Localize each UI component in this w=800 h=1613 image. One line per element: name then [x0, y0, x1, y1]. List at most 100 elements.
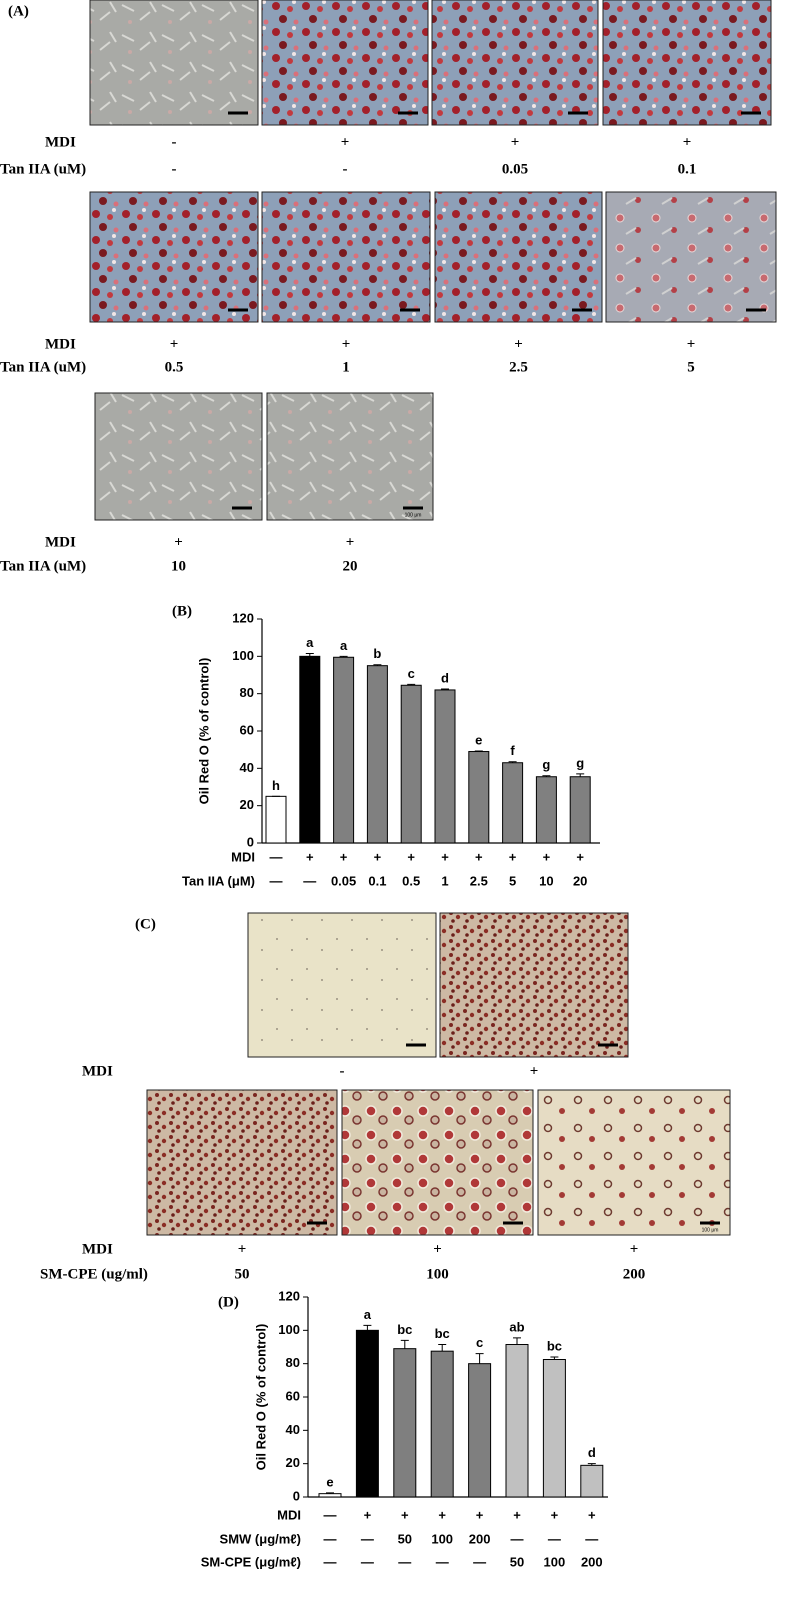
- error-bar: [587, 1463, 596, 1466]
- error-bar: [326, 1492, 334, 1494]
- row-label: MDI: [45, 134, 76, 150]
- row-value: 0.5: [402, 873, 420, 888]
- y-tick-label: 100: [232, 648, 254, 663]
- bar: [265, 795, 287, 844]
- y-axis-label: Oil Red O (% of control): [196, 658, 211, 805]
- y-tick-label: 40: [286, 1422, 300, 1437]
- row-label: SMW (μg/mℓ): [220, 1531, 301, 1546]
- row-value: +: [543, 849, 551, 864]
- row-value: —: [511, 1531, 524, 1546]
- micrograph: [602, 0, 772, 126]
- row-value: +: [438, 1507, 446, 1522]
- y-tick-label: 40: [240, 760, 254, 775]
- micrograph: [89, 191, 259, 323]
- mdi-sign: +: [346, 534, 355, 550]
- dose-label: 0.5: [165, 359, 184, 375]
- y-tick-label: 20: [286, 1455, 300, 1470]
- bar: [468, 1363, 492, 1498]
- dose-label: 2.5: [509, 359, 528, 375]
- bar: [355, 1329, 379, 1498]
- bar: [299, 655, 321, 844]
- row-value: +: [475, 849, 483, 864]
- mdi-sign: +: [341, 134, 350, 150]
- mdi-sign: +: [683, 134, 692, 150]
- significance-letter: d: [588, 1445, 596, 1460]
- bar: [434, 689, 456, 844]
- row-value: —: [398, 1554, 411, 1569]
- significance-letter: a: [364, 1307, 372, 1322]
- significance-letter: a: [340, 638, 348, 653]
- error-bar: [550, 1356, 559, 1360]
- y-tick-label: 0: [247, 834, 254, 849]
- bar: [393, 1348, 417, 1498]
- dose-label: 200: [623, 1266, 646, 1282]
- row-label: MDI: [45, 336, 76, 352]
- dose-label: 20: [343, 558, 358, 574]
- row-value: +: [588, 1507, 596, 1522]
- row-label: MDI: [231, 849, 255, 864]
- scale-label: 100 μm: [405, 512, 422, 518]
- dose-label: 0.05: [502, 161, 528, 177]
- error-bar: [474, 750, 483, 752]
- error-bar: [400, 1339, 409, 1349]
- mdi-sign: +: [174, 534, 183, 550]
- significance-letter: b: [373, 646, 381, 661]
- row-value: 200: [581, 1554, 603, 1569]
- y-tick-label: 120: [278, 1288, 300, 1303]
- mdi-sign: +: [170, 336, 179, 352]
- panel-label: (C): [135, 916, 156, 932]
- bar: [366, 665, 388, 844]
- mdi-sign: +: [511, 134, 520, 150]
- dose-label: 50: [235, 1266, 250, 1282]
- scale-label: 100 μm: [702, 1227, 719, 1233]
- bar: [430, 1350, 454, 1498]
- error-bar: [373, 664, 382, 666]
- y-tick-label: 0: [293, 1488, 300, 1503]
- micrograph: [439, 912, 629, 1058]
- mdi-sign: +: [514, 336, 523, 352]
- row-label: Tan IIA (uM): [0, 359, 86, 375]
- row-value: —: [548, 1531, 561, 1546]
- dose-label: -: [343, 161, 348, 177]
- significance-letter: bc: [547, 1338, 562, 1353]
- row-label: Tan IIA (uM): [0, 161, 86, 177]
- row-value: 50: [510, 1554, 524, 1569]
- mdi-sign: -: [172, 134, 177, 150]
- significance-letter: e: [326, 1474, 333, 1489]
- mdi-sign: -: [340, 1063, 345, 1079]
- bar: [535, 776, 557, 844]
- micrograph: [341, 1089, 534, 1236]
- micrograph: [431, 0, 599, 126]
- row-value: —: [361, 1531, 374, 1546]
- error-bar: [576, 773, 585, 777]
- y-tick-label: 20: [240, 797, 254, 812]
- row-value: +: [513, 1507, 521, 1522]
- bar: [580, 1464, 604, 1498]
- row-value: +: [306, 849, 314, 864]
- row-value: 50: [398, 1531, 412, 1546]
- bar: [318, 1493, 342, 1498]
- row-value: 100: [544, 1554, 566, 1569]
- row-label: Tan IIA (uM): [0, 558, 86, 574]
- row-value: 0.1: [368, 873, 386, 888]
- significance-letter: bc: [397, 1322, 412, 1337]
- row-value: +: [509, 849, 517, 864]
- significance-letter: c: [408, 666, 415, 681]
- row-value: —: [324, 1531, 337, 1546]
- error-bar: [542, 775, 551, 777]
- mdi-sign: +: [687, 336, 696, 352]
- micrograph: [89, 0, 259, 126]
- row-value: +: [476, 1507, 484, 1522]
- row-value: 200: [469, 1531, 491, 1546]
- row-value: —: [361, 1554, 374, 1569]
- row-value: 1: [441, 873, 448, 888]
- row-value: —: [324, 1507, 337, 1522]
- row-value: +: [441, 849, 449, 864]
- error-bar: [513, 1337, 521, 1345]
- significance-letter: bc: [435, 1326, 450, 1341]
- y-tick-label: 120: [232, 610, 254, 625]
- dose-label: 10: [171, 558, 186, 574]
- significance-letter: g: [542, 757, 550, 772]
- y-axis-label: Oil Red O (% of control): [253, 1324, 268, 1471]
